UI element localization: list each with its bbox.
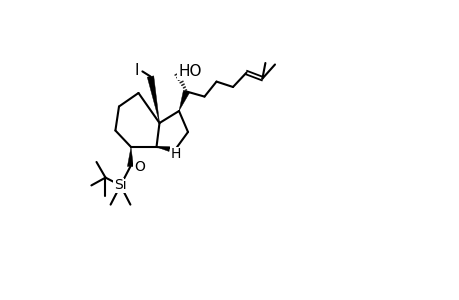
Text: Si: Si <box>114 178 127 192</box>
Polygon shape <box>179 90 189 111</box>
Text: I: I <box>134 63 139 78</box>
Text: O: O <box>134 160 145 173</box>
Polygon shape <box>127 147 133 167</box>
Text: HO: HO <box>178 64 201 79</box>
Polygon shape <box>156 147 169 152</box>
Text: H: H <box>171 148 181 161</box>
Polygon shape <box>147 76 159 123</box>
